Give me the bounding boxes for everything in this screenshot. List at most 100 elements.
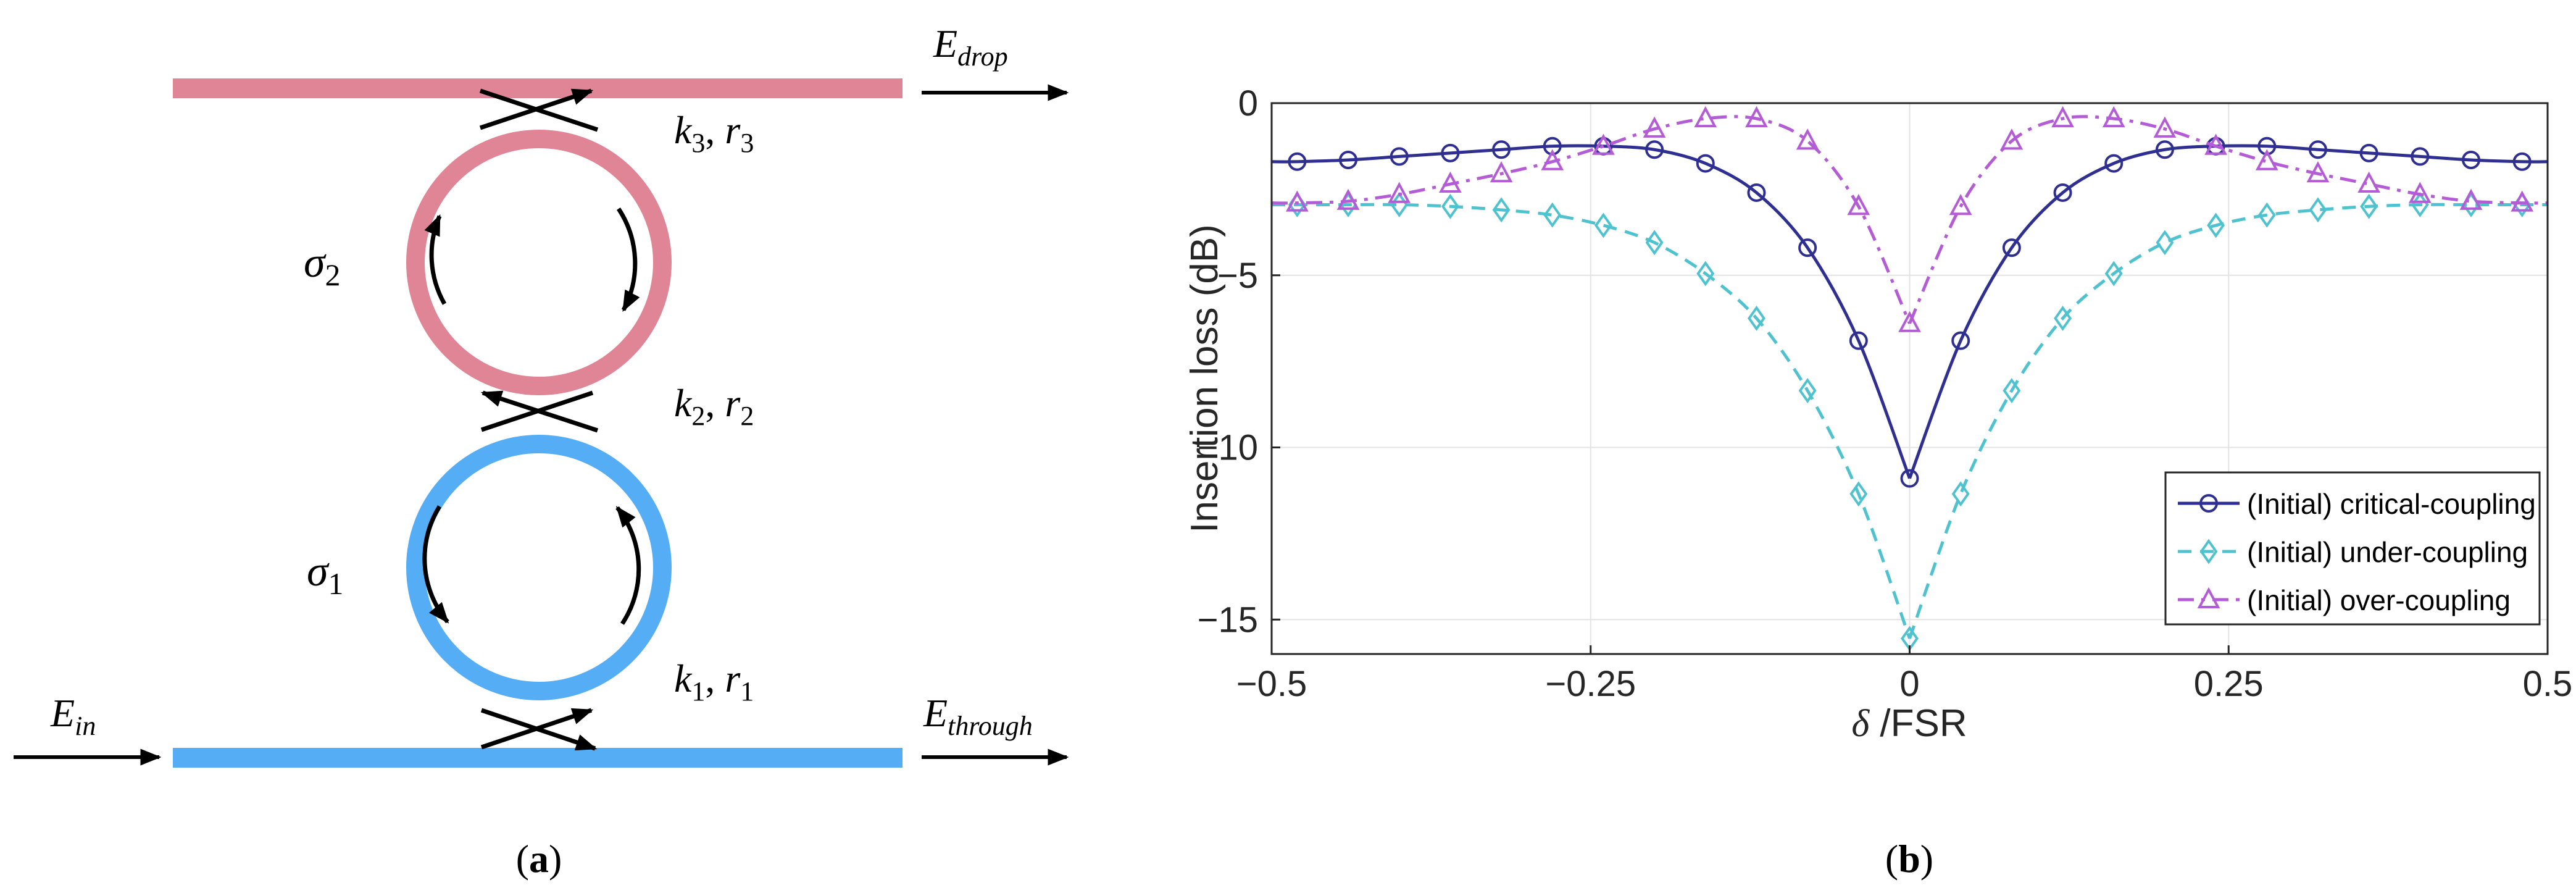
tick-layer: −0.5 −0.25 0 0.25 0.5 0 −5 −10 −15 — [1198, 83, 2573, 704]
data-point — [2002, 238, 2021, 258]
data-point — [2104, 154, 2124, 173]
data-point — [1492, 140, 1511, 159]
data-point — [2102, 106, 2125, 128]
series-line — [1908, 115, 2548, 324]
data-point — [1696, 154, 1715, 173]
bottom-bus-waveguide — [173, 748, 902, 768]
data-point — [1796, 128, 1819, 150]
panel-a-diagram: Edrop Ein Ethrough σ2 σ1 k3, r3 k2, r2 k… — [14, 22, 1069, 881]
k2-r2-label: k2, r2 — [674, 381, 754, 431]
data-point — [2511, 190, 2534, 212]
data-point — [1745, 106, 1768, 128]
data-point — [1543, 202, 1562, 228]
data-point — [2051, 106, 2074, 128]
x-tick-label: −0.25 — [1545, 664, 1636, 704]
data-point — [2459, 188, 2483, 210]
series-triangle — [1271, 106, 2548, 332]
data-point — [2053, 183, 2072, 202]
ring-sigma1 — [406, 435, 672, 700]
data-point — [2104, 261, 2123, 287]
data-point — [2204, 133, 2227, 155]
data-point — [1951, 481, 1970, 507]
data-point — [2207, 212, 2225, 238]
data-point — [1490, 161, 1513, 183]
ring-sigma2 — [406, 130, 672, 395]
data-point — [1492, 197, 1511, 223]
data-point — [1798, 238, 1817, 258]
data-point — [2461, 150, 2480, 169]
data-point — [1847, 194, 1870, 216]
x-axis-label: δ /FSR — [1851, 702, 1967, 745]
data-point — [1898, 311, 1921, 332]
coupler-k3-cross — [479, 88, 599, 132]
series-layer — [1271, 106, 2548, 652]
data-point — [2308, 140, 2327, 159]
data-point — [1643, 116, 1666, 138]
data-point — [1439, 171, 1462, 193]
data-point — [1541, 149, 1564, 170]
x-tick-label: 0.25 — [2194, 664, 2264, 704]
y-tick-label: 0 — [1238, 83, 1258, 124]
data-point — [1592, 133, 1615, 155]
legend-label: (Initial) under-coupling — [2247, 536, 2528, 568]
data-point — [1748, 305, 1765, 331]
data-point — [1849, 331, 1868, 350]
data-point — [1949, 194, 1972, 216]
panel-b-caption: (b) — [1885, 837, 1933, 881]
data-point — [1390, 147, 1409, 166]
legend: (Initial) critical-coupling (Initial) und… — [2164, 471, 2541, 626]
data-point — [2054, 305, 2072, 331]
data-point — [1694, 106, 1717, 128]
data-point — [1798, 378, 1817, 403]
data-point — [1288, 152, 1307, 171]
panel-a-caption: (a) — [516, 837, 562, 881]
data-point — [1339, 150, 1358, 169]
data-point — [2359, 143, 2378, 162]
data-point — [1951, 331, 1970, 350]
data-point — [1441, 193, 1459, 219]
x-tick-label: −0.5 — [1236, 664, 1307, 704]
legend-label: (Initial) over-coupling — [2247, 584, 2511, 616]
data-point — [2003, 378, 2021, 403]
e-drop-label: Edrop — [933, 22, 1008, 72]
data-point — [2411, 147, 2430, 166]
data-point — [1696, 261, 1715, 287]
data-point — [1441, 143, 1460, 162]
coupler-k2-cross — [480, 390, 599, 433]
coupler-k1-cross — [480, 708, 598, 751]
ring2-circulation-arrows — [424, 208, 640, 312]
legend-item: (Initial) under-coupling — [2178, 536, 2528, 568]
data-point — [2155, 140, 2174, 159]
data-point — [1645, 230, 1664, 256]
sigma2-label: σ2 — [304, 239, 341, 292]
y-tick-label: −10 — [1198, 428, 1258, 468]
panel-b-chart: −0.5 −0.25 0 0.25 0.5 0 −5 −10 −15 Insertion los… — [1183, 83, 2572, 881]
data-point — [2357, 171, 2380, 193]
y-tick-label: −5 — [1217, 256, 1258, 296]
data-point — [1849, 481, 1868, 507]
e-through-label: Ethrough — [923, 691, 1033, 741]
data-point — [2306, 161, 2330, 183]
y-tick-label: −15 — [1198, 600, 1258, 640]
legend-marker — [2199, 539, 2218, 564]
data-point — [2153, 116, 2177, 138]
data-point — [2156, 230, 2174, 256]
data-point — [1900, 469, 1919, 488]
data-point — [1594, 212, 1612, 238]
data-point — [2309, 197, 2327, 223]
data-point — [2255, 149, 2278, 170]
series-line — [1908, 203, 2548, 639]
k3-r3-label: k3, r3 — [674, 108, 754, 158]
series-line — [1271, 115, 1911, 324]
data-point — [1747, 183, 1766, 202]
data-point — [1285, 190, 1309, 212]
k1-r1-label: k1, r1 — [674, 656, 754, 706]
ring1-circulation-arrows — [422, 505, 641, 625]
series-line — [1271, 203, 1911, 639]
data-point — [1645, 140, 1664, 159]
legend-label: (Initial) critical-coupling — [2247, 488, 2536, 520]
e-in-label: Ein — [50, 691, 96, 741]
legend-item: (Initial) over-coupling — [2178, 584, 2511, 616]
x-tick-label: 0 — [1899, 664, 1919, 704]
